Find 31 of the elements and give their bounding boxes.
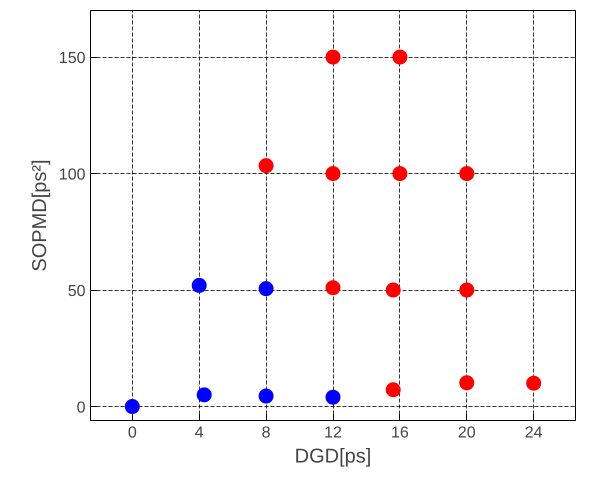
point <box>392 50 408 65</box>
x-axis-title: DGD[ps] <box>294 446 372 468</box>
y-tick-label: 0 <box>76 400 86 417</box>
point <box>386 282 401 298</box>
x-tick-label: 24 <box>524 424 543 442</box>
point <box>326 390 340 405</box>
y-tick-label: 150 <box>58 50 86 68</box>
x-tick-label: 20 <box>458 424 476 442</box>
y-axis-title: SOPMD[ps²] <box>28 159 51 272</box>
point <box>196 387 212 402</box>
point <box>258 388 274 404</box>
point <box>386 382 401 398</box>
y-tick-label: 50 <box>68 283 86 300</box>
x-tick-label: 4 <box>194 424 204 442</box>
point <box>326 166 340 182</box>
point <box>459 375 474 390</box>
point <box>459 282 474 298</box>
point <box>392 166 408 182</box>
x-tick-label: 16 <box>391 424 409 442</box>
x-tick-label: 12 <box>324 424 342 442</box>
point <box>258 281 274 296</box>
point <box>192 278 207 293</box>
point <box>258 158 274 174</box>
y-tick-label: 100 <box>58 166 86 184</box>
point <box>526 376 542 391</box>
point <box>326 50 340 65</box>
point <box>326 280 340 296</box>
x-tick-label: 8 <box>262 424 271 442</box>
point <box>459 166 474 182</box>
x-tick-label: 0 <box>128 424 137 442</box>
point <box>124 399 140 414</box>
